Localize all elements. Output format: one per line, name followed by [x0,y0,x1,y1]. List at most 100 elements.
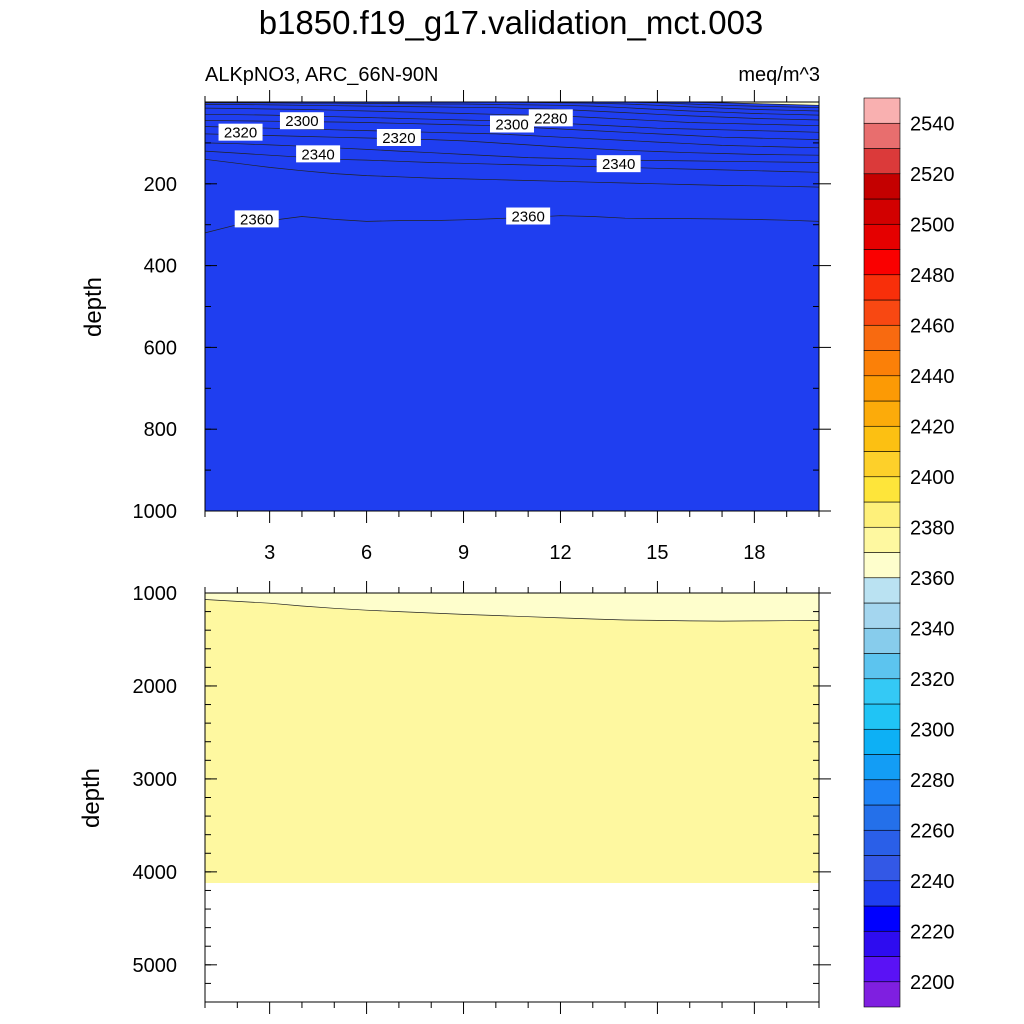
colorbar-box [863,779,901,806]
colorbar-box [863,425,901,452]
colorbar-box [863,451,901,478]
colorbar-tick-label: 2440 [910,366,955,388]
upper-y-tick-label: 600 [144,337,177,359]
upper-y-tick-label: 1000 [133,501,178,523]
lower-y-tick-label: 5000 [133,955,178,977]
colorbar-tick-label: 2300 [910,719,955,741]
colorbar-tick-label: 2540 [910,113,955,135]
colorbar-box [863,274,901,301]
upper-x-tick-label: 15 [646,542,668,564]
upper-panel: 2320 2300 2340 2320 2300 2280 2360 2360 2340 200 4… [133,90,831,564]
contour-label-bg [296,145,341,163]
lower-y-tick-label: 1000 [133,583,178,605]
colorbar-box [863,400,901,427]
colorbar-tick-label: 2480 [910,265,955,287]
colorbar-box [863,703,901,730]
colorbar-box [863,148,901,175]
colorbar-box [863,981,901,1008]
lower-y-tick-label: 3000 [133,769,178,791]
colorbar-box [863,956,901,983]
contour-label: 2300 [495,116,528,133]
upper-contour-4 [204,133,820,156]
upper-x-tick-label: 18 [743,542,765,564]
contour-label-bg [506,207,551,225]
upper-x-tick-label: 12 [549,542,571,564]
upper-x-tick-label: 6 [361,542,372,564]
colorbar-box [863,299,901,326]
colorbar-box [863,930,901,957]
upper-y-tick-label: 200 [144,174,177,196]
colorbar-tick-label: 2240 [910,871,955,893]
colorbar-box [863,223,901,250]
contour-label: 2300 [285,113,318,130]
colorbar-tick-label: 2220 [910,921,955,943]
colorbar-box [863,375,901,402]
colorbar-box [863,653,901,680]
colorbar-box [863,249,901,276]
contour-label-bg [596,155,641,173]
colorbar-tick-label: 2400 [910,467,955,489]
upper-contour-9 [205,104,820,121]
upper-contour-1 [204,158,820,188]
upper-y-tick-label: 800 [144,419,177,441]
colorbar-box [863,552,901,579]
contour-label: 2320 [224,125,257,142]
colorbar-tick-label: 2340 [910,618,955,640]
contour-label-bg [528,109,573,127]
upper-band-13 [205,102,819,511]
colorbar-box [863,829,901,856]
colorbar-tick-label: 2500 [910,214,955,236]
lower-y-axis-label: depth [78,768,105,828]
colorbar-tick-label: 2200 [910,972,955,994]
contour-label-bg [279,112,324,130]
colorbar-box [863,728,901,755]
colorbar-box [863,476,901,503]
colorbar-box [863,804,901,831]
colorbar-box [863,905,901,932]
lower-panel: 1000 2000 3000 4000 5000 [133,581,831,1014]
lower-contour-1 [204,599,820,622]
colorbar-box [863,97,901,124]
contour-label: 2340 [602,156,635,173]
colorbar-box [863,602,901,629]
contour-label: 2280 [534,110,567,127]
colorbar-box [863,324,901,351]
colorbar-box [863,627,901,654]
chart-title: b1850.f19_g17.validation_mct.003 [259,4,764,41]
colorbar-box [863,577,901,604]
colorbar-box [863,501,901,528]
colorbar-box [863,526,901,553]
upper-contour-8 [204,107,820,127]
colorbar-tick-label: 2280 [910,770,955,792]
colorbar-box [863,122,901,149]
colorbar-tick-label: 2460 [910,315,955,337]
colorbar-tick-label: 2360 [910,568,955,590]
upper-y-axis-label: depth [80,277,107,337]
colorbar-box [863,198,901,225]
colorbar-box [863,855,901,882]
colorbar-box [863,754,901,781]
variable-label: ALKpNO3, ARC_66N-90N [205,64,438,86]
upper-x-tick-label: 3 [264,542,275,564]
lower-missing-region [205,883,819,1002]
contour-label: 2360 [240,211,273,228]
colorbar-box [863,880,901,907]
contour-label: 2320 [382,130,415,147]
colorbar-box [863,678,901,705]
colorbar-tick-label: 2420 [910,416,955,438]
contour-label: 2340 [301,146,334,163]
colorbar-box [863,173,901,200]
contour-label-bg [218,123,263,141]
contour-label-bg [376,128,421,146]
colorbar-tick-label: 2520 [910,164,955,186]
colorbar-tick-label: 2260 [910,820,955,842]
colorbar: 2200 2220 2240 2260 2280 2300 2320 2340 2360 2380… [863,97,955,1008]
upper-contour-10 [205,102,820,116]
contour-label-bg [234,210,279,228]
colorbar-tick-label: 2320 [910,669,955,691]
upper-y-tick-label: 400 [144,256,177,278]
units-label: meq/m^3 [738,64,820,86]
colorbar-tick-label: 2380 [910,517,955,539]
contour-label-bg [490,115,534,133]
